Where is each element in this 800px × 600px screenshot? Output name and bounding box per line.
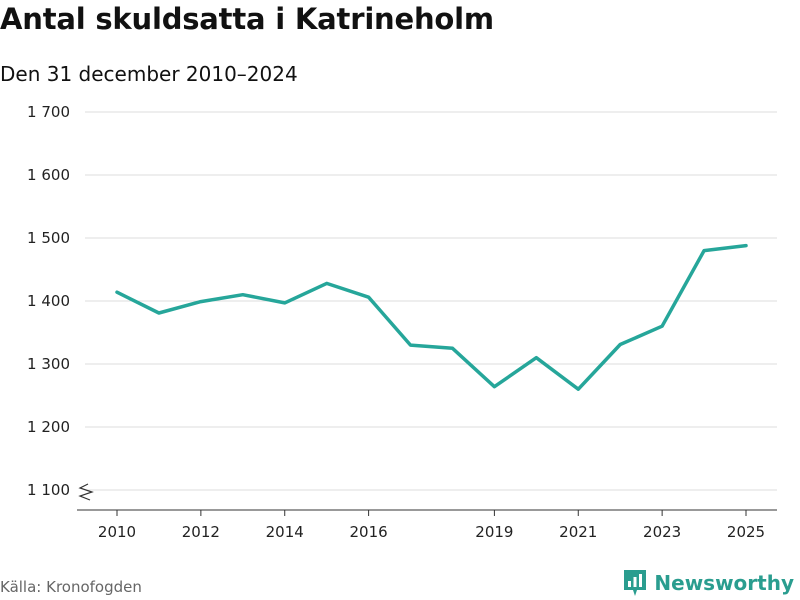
y-tick-label: 1 400: [27, 292, 70, 310]
data-point-2013[interactable]: [238, 290, 248, 300]
x-tick-label: 2025: [727, 523, 765, 541]
x-axis-ticks: 2010 2012 2014 2016 2019 2021 2023 2025: [98, 510, 765, 541]
source-note: Källa: Kronofogden: [0, 578, 142, 596]
y-tick-label: 1 700: [27, 103, 70, 121]
x-tick-label: 2010: [98, 523, 136, 541]
data-point-2022[interactable]: [615, 339, 625, 349]
data-point-2016[interactable]: [364, 292, 374, 302]
chart-title: Antal skuldsatta i Katrineholm: [0, 2, 494, 36]
data-point-2024[interactable]: [699, 246, 709, 256]
x-tick-label: 2012: [182, 523, 220, 541]
axis-break-icon: [78, 483, 94, 501]
chart-subtitle: Den 31 december 2010–2024: [0, 62, 298, 86]
x-tick-label: 2023: [643, 523, 681, 541]
data-point-2018[interactable]: [447, 343, 457, 353]
y-tick-label: 1 100: [27, 481, 70, 499]
data-points: [112, 241, 751, 395]
series-group: [115, 243, 748, 391]
data-point-2011[interactable]: [154, 308, 164, 318]
data-point-2010[interactable]: [112, 287, 122, 297]
data-point-2023[interactable]: [657, 321, 667, 331]
data-point-2020[interactable]: [531, 353, 541, 363]
x-tick-label: 2016: [350, 523, 388, 541]
data-point-2015[interactable]: [322, 278, 332, 288]
data-point-2019[interactable]: [489, 382, 499, 392]
y-tick-label: 1 600: [27, 166, 70, 184]
bar-chart-logo-icon: [624, 570, 647, 596]
brand-name: Newsworthy: [654, 571, 794, 595]
x-tick-label: 2014: [266, 523, 304, 541]
data-point-2012[interactable]: [196, 297, 206, 307]
x-tick-label: 2021: [559, 523, 597, 541]
y-axis-ticks: 1 100 1 200 1 300 1 400 1 500 1 600 1 700: [27, 103, 70, 499]
data-point-2025[interactable]: [741, 241, 751, 251]
y-tick-label: 1 500: [27, 229, 70, 247]
y-tick-label: 1 200: [27, 418, 70, 436]
data-point-2017[interactable]: [406, 340, 416, 350]
grid-lines: [85, 111, 777, 491]
y-tick-label: 1 300: [27, 355, 70, 373]
data-point-2014[interactable]: [280, 298, 290, 308]
series-line-0: [115, 243, 748, 391]
x-tick-label: 2019: [475, 523, 513, 541]
brand-logo[interactable]: Newsworthy: [622, 568, 794, 598]
data-point-2021[interactable]: [573, 384, 583, 394]
